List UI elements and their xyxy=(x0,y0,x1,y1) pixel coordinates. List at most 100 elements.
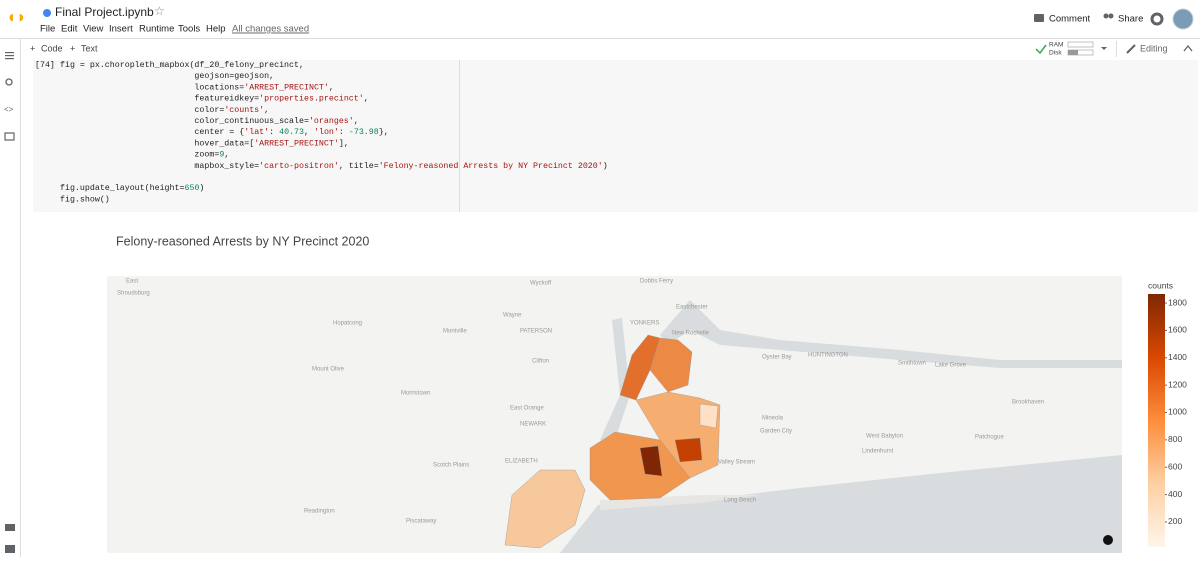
collapse-icon[interactable] xyxy=(1183,44,1193,52)
disk-bar-fill xyxy=(1068,50,1078,55)
toc-icon[interactable] xyxy=(5,52,14,60)
comments-panel-icon[interactable] xyxy=(5,524,15,531)
brooklyn xyxy=(589,431,691,501)
share-button[interactable]: Share xyxy=(1118,14,1143,25)
map-label: Brookhaven xyxy=(1012,400,1044,406)
ram-bar xyxy=(1067,41,1094,48)
map-label: Eastchester xyxy=(676,305,708,311)
star-icon[interactable]: ☆ xyxy=(154,4,165,18)
code-line: locations='ARREST_PRECINCT', xyxy=(60,83,334,93)
comment-button[interactable]: Comment xyxy=(1049,14,1091,25)
map-label: Oyster Bay xyxy=(762,355,792,361)
add-code-button[interactable]: Code xyxy=(41,43,63,53)
map-label: Stroudsburg xyxy=(117,291,150,297)
colorbar-tick-label: 600 xyxy=(1168,461,1182,471)
staten-island xyxy=(504,469,586,549)
precinct-max xyxy=(639,445,663,477)
map-label: East Orange xyxy=(510,406,544,412)
colorbar-tick-label: 1200 xyxy=(1168,379,1187,389)
map-label: East xyxy=(126,279,138,285)
menu-item[interactable]: Runtime xyxy=(139,24,174,35)
mode-label[interactable]: Editing xyxy=(1140,43,1168,53)
code-line: zoom=9, xyxy=(60,151,229,160)
add-icon: + xyxy=(70,43,75,53)
settings-icon[interactable] xyxy=(1150,12,1164,26)
plot-title: Felony-reasoned Arrests by NY Precinct 2… xyxy=(116,234,369,248)
map-label: ELIZABETH xyxy=(505,459,538,465)
code-cell[interactable] xyxy=(33,60,1198,212)
execution-count: [74] xyxy=(35,60,55,70)
code-line: geojson=geojson, xyxy=(60,71,274,81)
code-editor[interactable]: fig = px.choropleth_mapbox(df_20_felony_… xyxy=(60,60,608,204)
files-icon[interactable] xyxy=(4,132,15,141)
edit-icon xyxy=(1126,44,1136,54)
map-label: Scotch Plains xyxy=(433,463,469,469)
comment-icon xyxy=(1034,14,1044,22)
map xyxy=(107,276,1122,553)
map-label: Readington xyxy=(304,509,335,515)
dropdown-icon[interactable] xyxy=(1101,47,1107,50)
menu-item[interactable]: File xyxy=(40,24,55,35)
precinct xyxy=(674,437,703,463)
save-status[interactable]: All changes saved xyxy=(232,24,309,35)
map-label: Piscataway xyxy=(406,519,436,525)
code-line: fig.show() xyxy=(60,195,110,205)
colorbar-tick-label: 1400 xyxy=(1168,352,1187,362)
menu-item[interactable]: Edit xyxy=(61,24,78,35)
disk-label: Disk xyxy=(1049,50,1062,57)
code-line: featureidkey='properties.precinct', xyxy=(60,94,369,104)
search-icon[interactable] xyxy=(5,78,13,86)
map-label: Mineola xyxy=(762,416,784,422)
share-icon xyxy=(1108,13,1114,19)
menu-item[interactable]: Tools xyxy=(178,24,200,35)
map-water xyxy=(560,455,1122,553)
map-label: Hopatcong xyxy=(333,321,362,327)
map-label: Wayne xyxy=(503,313,522,319)
colorbar-tick-label: 1600 xyxy=(1168,325,1187,335)
map-label: Montville xyxy=(443,329,467,335)
map-label: Lindenhurst xyxy=(862,449,894,455)
map-label: Mount Olive xyxy=(312,367,345,373)
colorbar-tick-label: 800 xyxy=(1168,434,1182,444)
map-info-button[interactable] xyxy=(1103,535,1113,545)
menu-item[interactable]: Insert xyxy=(109,24,133,35)
map-label: Patchogue xyxy=(975,435,1004,441)
map-label: Valley Stream xyxy=(718,460,755,466)
avatar[interactable] xyxy=(1172,8,1194,30)
map-label: Wyckoff xyxy=(530,281,552,287)
map-label: NEWARK xyxy=(520,422,546,428)
code-snippets-icon[interactable]: <> xyxy=(4,105,14,114)
add-icon: + xyxy=(30,43,35,53)
precinct xyxy=(699,403,719,429)
code-line: fig = px.choropleth_mapbox(df_20_felony_… xyxy=(60,60,304,70)
menu-item[interactable]: View xyxy=(83,24,104,35)
map-label: HUNTINGTON xyxy=(808,353,848,359)
colorbar-tick-label: 1800 xyxy=(1168,297,1187,307)
map-label: West Babylon xyxy=(866,434,903,440)
colorbar-tick-label: 1000 xyxy=(1168,407,1187,417)
colab-logo[interactable]: ◖◗ xyxy=(6,7,27,26)
code-line: fig.update_layout(height=650) xyxy=(60,183,204,193)
code-line: mapbox_style='carto-positron', title='Fe… xyxy=(60,161,608,171)
map-label: New Rochelle xyxy=(672,331,710,337)
terminal-icon[interactable] xyxy=(5,545,15,553)
add-text-button[interactable]: Text xyxy=(81,43,98,53)
code-line: center = {'lat': 40.73, 'lon': -73.98}, xyxy=(60,127,389,137)
menu-item[interactable]: Help xyxy=(206,24,226,35)
drive-icon xyxy=(43,9,51,17)
file-name[interactable]: Final Project.ipynb xyxy=(55,5,154,19)
map-label: Morristown xyxy=(401,391,430,397)
share-icon xyxy=(1103,13,1109,19)
code-line: color='counts', xyxy=(60,105,269,115)
colorbar-title: counts xyxy=(1148,280,1173,290)
map-labels: East Stroudsburg Wyckoff Dobbs Ferry Eastche… xyxy=(117,279,1044,525)
code-line: color_continuous_scale='oranges', xyxy=(60,116,359,126)
code-line: hover_data=['ARREST_PRECINCT'], xyxy=(60,139,349,149)
ram-label: RAM xyxy=(1049,42,1063,49)
colorbar-ticks: 200 400 600 800 1000 1200 1400 1600 1800 xyxy=(1165,297,1187,526)
connected-icon xyxy=(1035,44,1047,55)
colorbar-tick-label: 400 xyxy=(1168,489,1182,499)
